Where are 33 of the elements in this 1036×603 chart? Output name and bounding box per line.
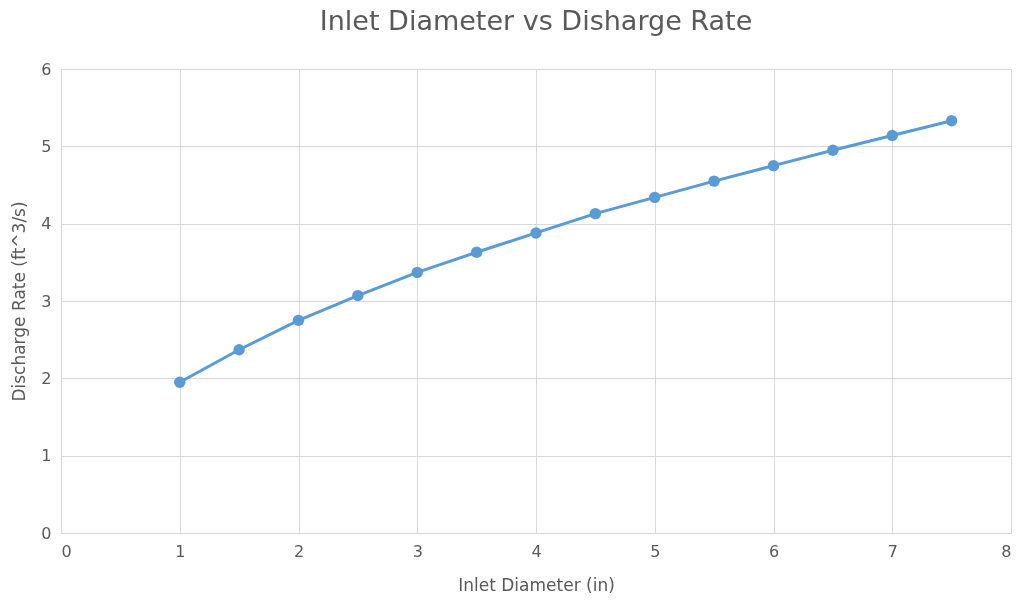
- x-tick-label: 1: [175, 541, 186, 561]
- point: [530, 227, 542, 239]
- x-tick-label: 5: [650, 541, 661, 561]
- x-tick-label: 6: [768, 541, 780, 561]
- x-tick-label: 3: [412, 541, 423, 561]
- point: [292, 314, 305, 327]
- y-tick-label: 6: [41, 59, 52, 79]
- point: [945, 115, 958, 127]
- point: [767, 159, 780, 172]
- point: [827, 144, 839, 156]
- y-tick-label: 5: [41, 136, 52, 156]
- x-tick-label: 0: [61, 541, 72, 561]
- x-tick-label: 2: [293, 541, 305, 561]
- point: [649, 191, 661, 204]
- y-tick-label: 1: [41, 446, 52, 466]
- x-axis-title: Inlet Diameter (in): [458, 574, 615, 595]
- point: [411, 266, 423, 279]
- x-tick-label: 4: [531, 541, 542, 561]
- point: [470, 246, 483, 258]
- y-tick-label: 2: [41, 368, 52, 388]
- y-axis-title: Discharge Rate (ft^3/s): [9, 201, 30, 402]
- point: [352, 289, 364, 302]
- x-tick-label: 8: [1001, 541, 1012, 561]
- point: [886, 129, 898, 142]
- y-tick-label: 4: [41, 214, 52, 234]
- chart-title: Inlet Diameter vs Disharge Rate: [319, 5, 753, 36]
- point: [174, 376, 186, 388]
- y-tick-label: 0: [41, 523, 52, 543]
- point: [708, 175, 720, 187]
- point: [589, 207, 602, 220]
- x-tick-label: 7: [887, 541, 898, 561]
- point: [233, 344, 245, 356]
- y-tick-label: 3: [41, 291, 52, 311]
